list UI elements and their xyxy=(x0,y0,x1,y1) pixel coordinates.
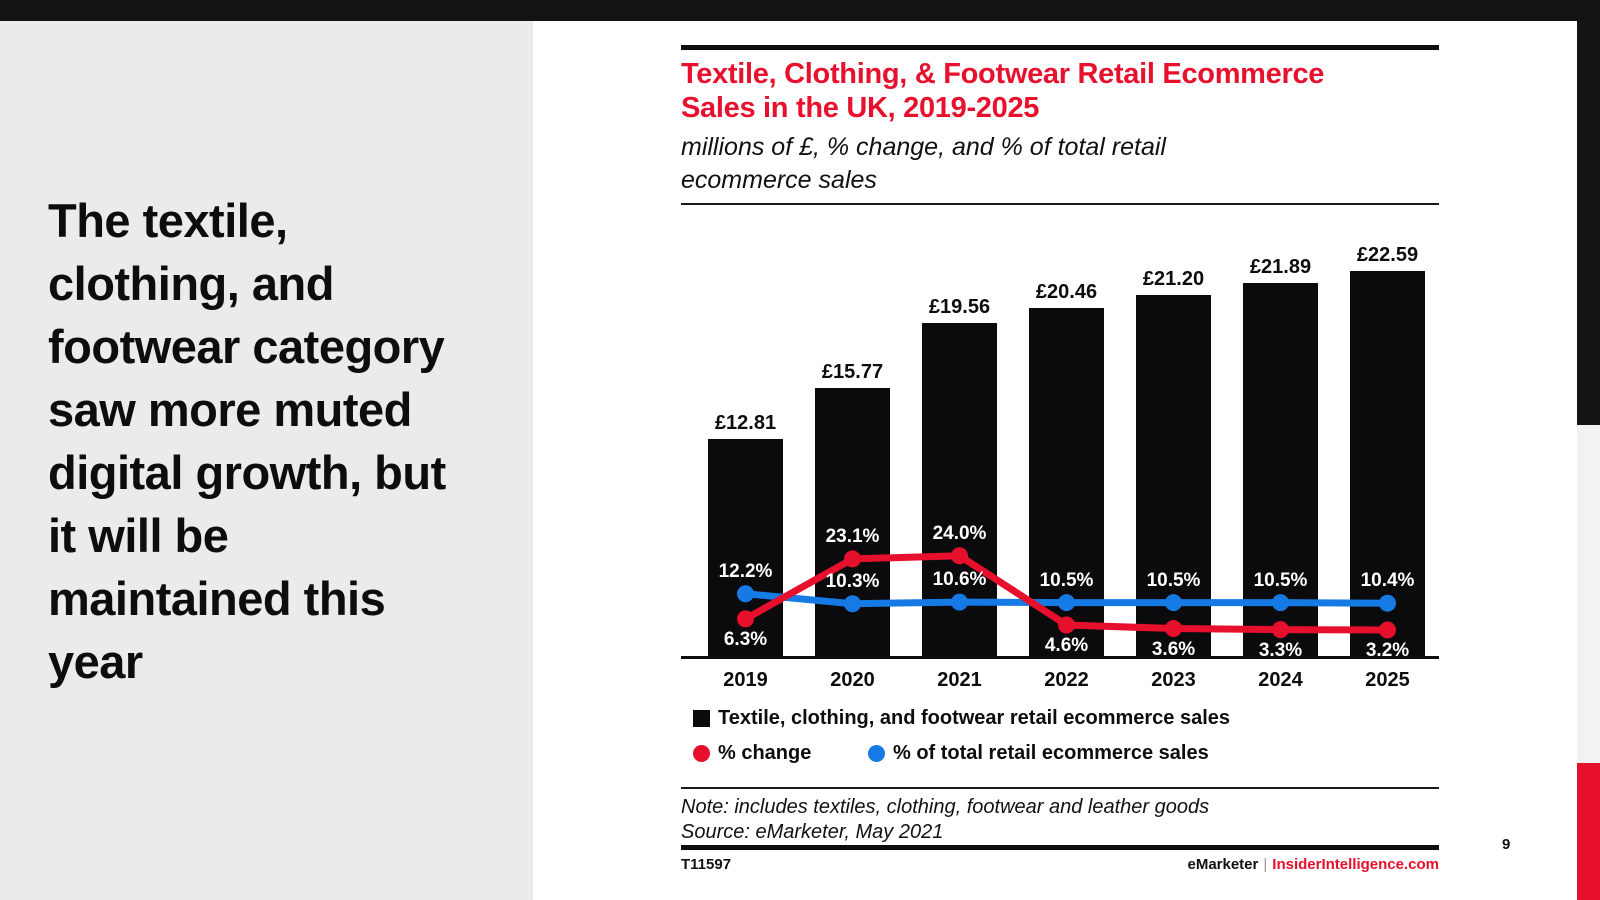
chart-note: Note: includes textiles, clothing, footw… xyxy=(681,796,1210,818)
slide-headline: The textile, clothing, and footwear cate… xyxy=(48,194,446,688)
legend-label-pct-total: % of total retail ecommerce sales xyxy=(893,742,1209,764)
legend-item-pct-total: % of total retail ecommerce sales xyxy=(868,742,1209,765)
chart-footer: T11597 eMarketer | InsiderIntelligence.com xyxy=(681,856,1439,873)
blue-dot-2025 xyxy=(1379,594,1396,612)
pct-change-label-2021: 24.0% xyxy=(932,522,987,544)
chart-plot: £12.81 2019 £15.77 2020 £19.56 2021 £20.46 2022… xyxy=(708,228,1425,691)
year-label-2019: 2019 xyxy=(723,669,768,691)
pct-change-label-2019: 6.3% xyxy=(723,628,768,650)
legend-item-pct-change: % change xyxy=(693,742,811,765)
pct-change-label-2024: 3.3% xyxy=(1258,639,1303,661)
blue-dot-2019 xyxy=(737,585,754,603)
blue-dot-2023 xyxy=(1165,594,1182,612)
bar-value-label-2020: £15.77 xyxy=(821,360,884,383)
pct-total-label-2021: 10.6% xyxy=(932,569,987,591)
blue-dot-legend-icon xyxy=(868,745,885,762)
legend-label-bar-series: Textile, clothing, and footwear retail e… xyxy=(718,707,1231,729)
bar-2025 xyxy=(1350,271,1425,658)
year-label-2022: 2022 xyxy=(1044,669,1089,691)
chart-bottom-rule xyxy=(681,845,1439,850)
pct-total-label-2019: 12.2% xyxy=(718,560,773,582)
chart-footer-divider xyxy=(681,787,1439,789)
red-dot-2024 xyxy=(1272,621,1289,639)
brand-line: eMarketer | InsiderIntelligence.com xyxy=(1187,856,1439,873)
blue-dot-2021 xyxy=(951,593,968,611)
red-dot-2021 xyxy=(951,547,968,565)
chart-column-2020: £15.77 2020 xyxy=(815,228,890,691)
year-label-2023: 2023 xyxy=(1151,669,1196,691)
right-edge-strip xyxy=(1577,0,1600,900)
red-dot-2019 xyxy=(737,610,754,628)
blue-dot-2020 xyxy=(844,595,861,613)
bar-value-label-2019: £12.81 xyxy=(714,411,777,434)
black-square-legend-icon xyxy=(693,710,710,727)
chart-subtitle: millions of £, % change, and % of total … xyxy=(681,133,1166,194)
right-strip-black-segment xyxy=(1577,0,1600,425)
chart-title: Textile, Clothing, & Footwear Retail Eco… xyxy=(681,58,1325,124)
right-strip-gray-segment xyxy=(1577,425,1600,763)
pct-total-label-2023: 10.5% xyxy=(1146,569,1201,591)
lines-overlay xyxy=(737,547,1396,639)
year-label-2020: 2020 xyxy=(830,669,875,691)
pct-total-label-2022: 10.5% xyxy=(1039,569,1094,591)
year-label-2021: 2021 xyxy=(937,669,982,691)
bar-value-label-2023: £21.20 xyxy=(1142,267,1205,290)
chart-source: Source: eMarketer, May 2021 xyxy=(681,821,944,843)
brand-separator: | xyxy=(1263,856,1268,873)
red-dot-2022 xyxy=(1058,616,1075,634)
pct-total-label-2025: 10.4% xyxy=(1360,570,1415,592)
chart-block: Textile, Clothing, & Footwear Retail Eco… xyxy=(681,45,1439,900)
insider-intelligence-link[interactable]: InsiderIntelligence.com xyxy=(1272,856,1439,873)
red-dot-2023 xyxy=(1165,620,1182,638)
bar-value-label-2025: £22.59 xyxy=(1356,244,1419,267)
emarketer-logo-text: eMarketer xyxy=(1187,856,1259,873)
legend-row-bars: Textile, clothing, and footwear retail e… xyxy=(693,707,1230,730)
pct-total-label-2024: 10.5% xyxy=(1253,569,1308,591)
bar-value-label-2022: £20.46 xyxy=(1035,280,1098,303)
pct-change-label-2025: 3.2% xyxy=(1365,639,1410,661)
legend-item-bar-series: Textile, clothing, and footwear retail e… xyxy=(693,707,1230,730)
bar-2020 xyxy=(815,387,890,658)
right-strip-red-segment xyxy=(1577,763,1600,900)
red-dot-2020 xyxy=(844,550,861,568)
blue-dot-2022 xyxy=(1058,594,1075,612)
chart-header-divider xyxy=(681,203,1439,205)
year-label-2025: 2025 xyxy=(1365,669,1410,691)
chart-id: T11597 xyxy=(681,856,732,873)
red-dot-2025 xyxy=(1379,621,1396,639)
blue-dot-2024 xyxy=(1272,594,1289,612)
legend-label-pct-change: % change xyxy=(718,742,812,764)
legend-row-lines: % change % of total retail ecommerce sal… xyxy=(693,742,1433,765)
left-sidebar: The textile, clothing, and footwear cate… xyxy=(0,21,533,900)
page-number: 9 xyxy=(1502,836,1511,853)
pct-change-label-2020: 23.1% xyxy=(825,525,880,547)
chart-top-rule xyxy=(681,45,1439,50)
bar-value-label-2024: £21.89 xyxy=(1249,256,1312,279)
pct-change-label-2023: 3.6% xyxy=(1151,638,1196,660)
year-label-2024: 2024 xyxy=(1258,669,1303,691)
top-black-bar xyxy=(0,0,1600,21)
red-dot-legend-icon xyxy=(693,745,710,762)
pct-change-label-2022: 4.6% xyxy=(1044,634,1089,656)
x-axis-line xyxy=(681,656,1439,659)
pct-total-label-2020: 10.3% xyxy=(825,570,880,592)
bar-value-label-2021: £19.56 xyxy=(928,295,991,318)
chart-column-2025: £22.59 2025 xyxy=(1350,228,1425,691)
